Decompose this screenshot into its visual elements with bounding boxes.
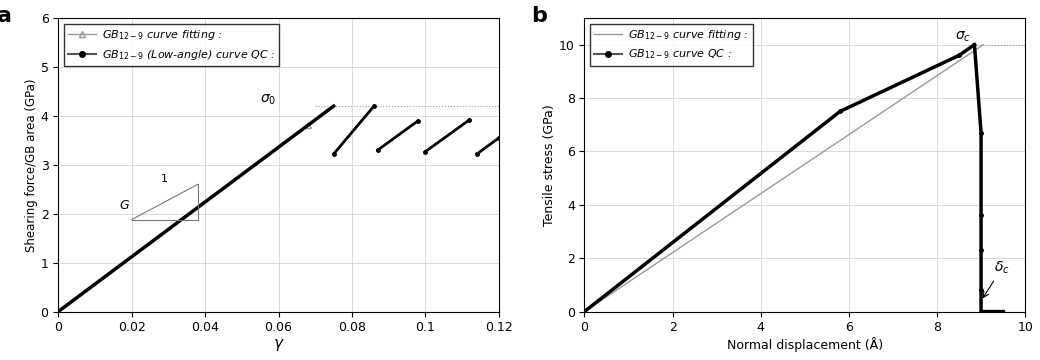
Text: a: a (0, 6, 11, 26)
Y-axis label: Shearing force/GB area (GPa): Shearing force/GB area (GPa) (25, 78, 37, 252)
X-axis label: $\gamma$: $\gamma$ (272, 337, 284, 353)
X-axis label: Normal displacement (Å): Normal displacement (Å) (727, 337, 883, 352)
Text: $G$: $G$ (119, 199, 130, 212)
Text: $\sigma_0$: $\sigma_0$ (260, 92, 277, 107)
Legend: $GB_{12-9}$ curve fitting :, $GB_{12-9}$ curve QC :: $GB_{12-9}$ curve fitting :, $GB_{12-9}$… (590, 24, 753, 66)
Text: $\sigma_c$: $\sigma_c$ (955, 30, 970, 44)
Y-axis label: Tensile stress (GPa): Tensile stress (GPa) (543, 104, 556, 226)
Text: b: b (531, 6, 547, 26)
Text: 1: 1 (161, 174, 168, 184)
Text: $\delta_c$: $\delta_c$ (983, 260, 1010, 297)
Legend: $GB_{12-9}$ curve fitting :, $GB_{12-9}$ (Low-angle) curve QC :: $GB_{12-9}$ curve fitting :, $GB_{12-9}$… (63, 24, 280, 66)
